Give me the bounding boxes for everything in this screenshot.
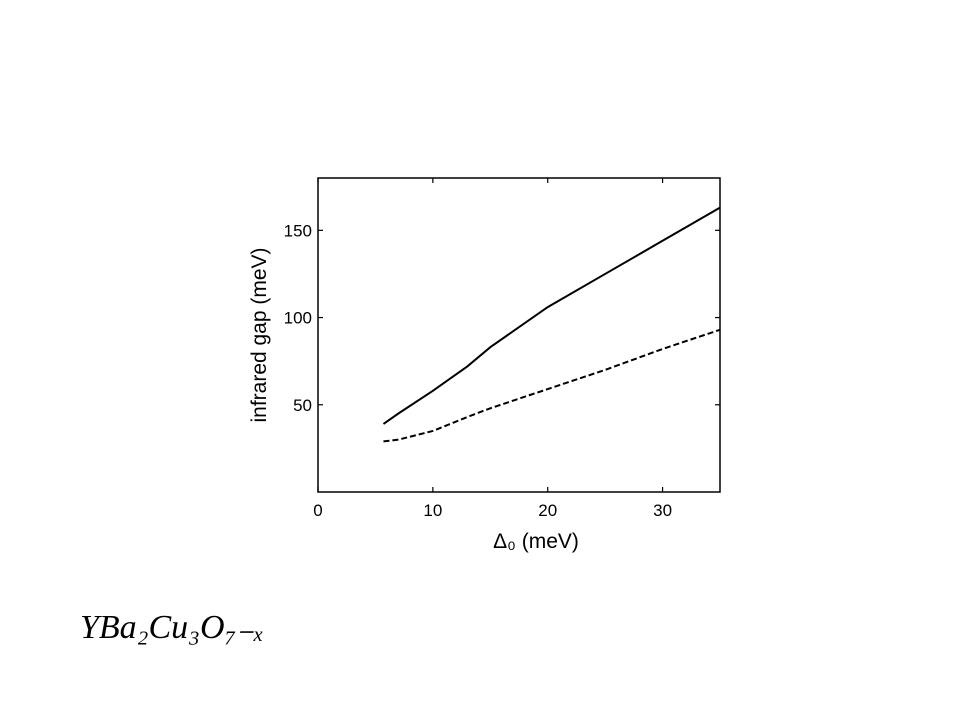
data-line (383, 328, 721, 443)
x-tick-label: 0 (313, 501, 322, 520)
formula-caption: YBa₂Cu₃O₇₋ₓ (80, 609, 264, 646)
x-tick-label: 20 (538, 501, 557, 520)
plot-frame (317, 177, 721, 493)
data-line (382, 206, 721, 425)
x-tick-label: 30 (653, 501, 672, 520)
y-axis-label: infrared gap (meV) (248, 247, 271, 422)
y-tick-label: 50 (293, 396, 312, 415)
x-axis-label: Δ₀ (meV) (493, 530, 579, 553)
y-tick-label: 100 (284, 309, 312, 328)
y-tick-label: 150 (284, 221, 312, 240)
x-tick-label: 10 (423, 501, 442, 520)
